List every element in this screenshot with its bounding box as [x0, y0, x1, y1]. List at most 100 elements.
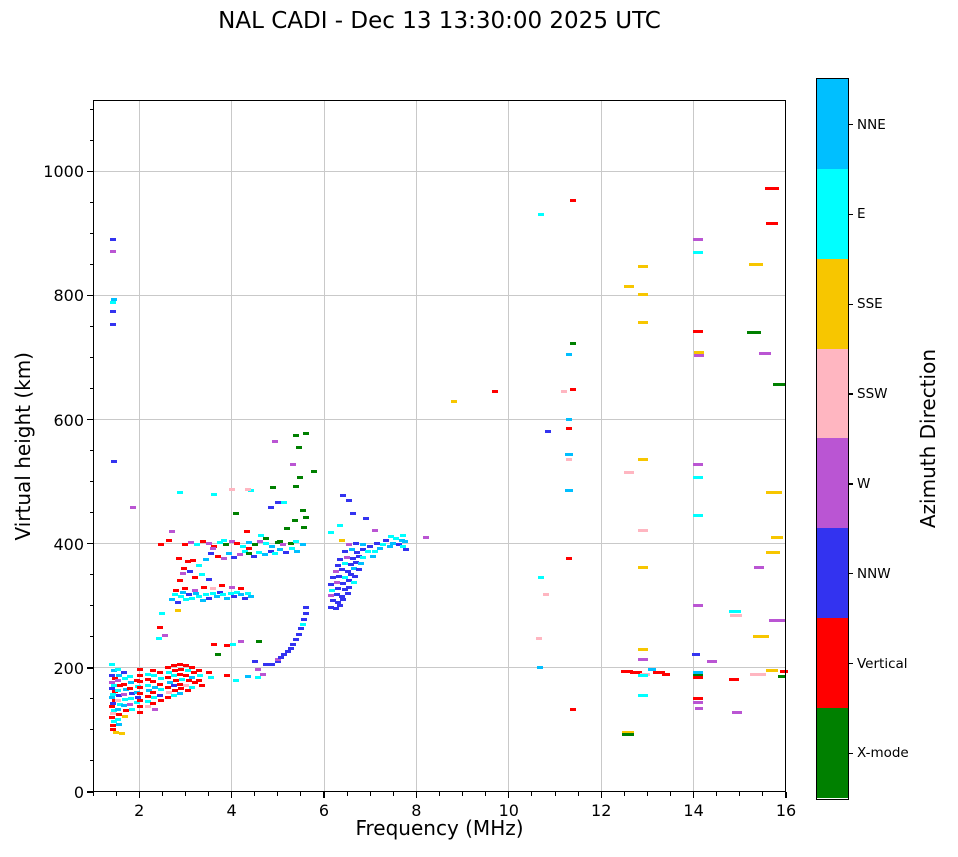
echo-point [355, 554, 362, 558]
echo-point [759, 351, 772, 355]
echo-point [116, 673, 123, 677]
echo-point [122, 698, 129, 702]
echo-point [349, 512, 356, 516]
echo-point [228, 585, 235, 589]
y-minor-tick [89, 760, 93, 762]
echo-point [291, 519, 298, 523]
echo-point [349, 557, 356, 561]
echo-point [176, 672, 183, 676]
echo-point [340, 598, 347, 602]
echo-point [693, 673, 704, 677]
echo-point [115, 698, 122, 702]
echo-point [694, 351, 705, 355]
echo-point [144, 705, 151, 709]
echo-point [134, 696, 141, 700]
x-minor-tick [462, 792, 464, 796]
echo-point [184, 560, 191, 564]
echo-point [150, 668, 157, 672]
x-minor-tick [716, 792, 718, 796]
x-major-tick [415, 792, 418, 798]
echo-point [233, 678, 240, 682]
echo-point [180, 572, 187, 576]
colorbar-category-label: SSE [857, 296, 883, 313]
x-major-tick [323, 792, 325, 798]
x-gridline [508, 100, 510, 792]
echo-point [137, 692, 144, 696]
colorbar-segment-nne [817, 79, 848, 169]
echo-point [116, 723, 123, 727]
echo-point [729, 609, 742, 613]
colorbar-tick [849, 483, 853, 485]
colorbar-category-label: E [857, 206, 866, 223]
echo-point [341, 562, 348, 566]
echo-point [184, 688, 191, 692]
echo-point [183, 663, 190, 667]
echo-point [111, 698, 118, 702]
echo-point [565, 418, 572, 422]
echo-point [121, 671, 128, 675]
echo-point [348, 548, 355, 552]
echo-point [344, 555, 351, 559]
echo-point [283, 550, 290, 554]
echo-point [386, 545, 393, 549]
x-minor-tick [577, 792, 579, 796]
echo-point [126, 702, 133, 706]
echo-point [400, 534, 407, 538]
echo-point [187, 570, 194, 574]
echo-point [193, 543, 200, 547]
echo-point [295, 446, 302, 450]
y-minor-tick [89, 232, 93, 234]
x-minor-tick [161, 792, 163, 796]
echo-point [267, 505, 274, 509]
echo-point [766, 550, 781, 554]
echo-point [262, 537, 269, 541]
echo-point [176, 579, 183, 583]
echo-point [637, 529, 648, 533]
echo-point [327, 582, 334, 586]
echo-point [177, 667, 184, 671]
x-major-tick [508, 792, 510, 798]
echo-point [228, 539, 235, 543]
echo-point [144, 672, 151, 676]
echo-point [353, 560, 360, 564]
echo-point [694, 353, 705, 357]
echo-point [766, 490, 783, 494]
echo-point [166, 691, 173, 695]
x-minor-tick [554, 792, 556, 796]
echo-point [362, 517, 369, 521]
echo-point [621, 733, 634, 737]
echo-point [109, 673, 116, 677]
echo-point [223, 673, 230, 677]
colorbar-segment-ssw [817, 348, 848, 439]
echo-point [150, 701, 157, 705]
echo-point [236, 552, 243, 556]
echo-point [334, 563, 341, 567]
echo-point [172, 688, 179, 692]
echo-point [110, 693, 117, 697]
x-gridline [231, 100, 233, 792]
echo-point [226, 551, 233, 555]
echo-point [374, 542, 381, 546]
x-major-tick [138, 792, 140, 798]
echo-point [164, 686, 171, 690]
echo-point [176, 662, 183, 666]
y-minor-tick [89, 357, 93, 359]
echo-point [121, 693, 128, 697]
echo-point [115, 679, 122, 683]
echo-point [110, 668, 117, 672]
x-gridline [415, 100, 417, 792]
echo-point [255, 676, 262, 680]
echo-point [257, 539, 264, 543]
colorbar-segment-vertical [817, 618, 848, 708]
echo-point [241, 596, 248, 600]
y-major-tick [87, 294, 93, 297]
echo-point [116, 702, 123, 706]
echo-point [221, 557, 228, 561]
azimuth-colorbar [816, 78, 849, 800]
echo-point [243, 529, 250, 533]
echo-point [155, 637, 162, 641]
echo-point [126, 686, 133, 690]
echo-point [345, 569, 352, 573]
echo-point [637, 657, 648, 661]
